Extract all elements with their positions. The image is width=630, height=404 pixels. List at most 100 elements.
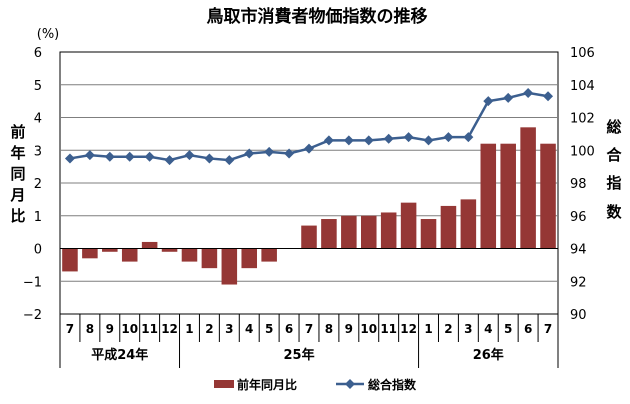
legend-bar-label: 前年同月比 <box>237 377 297 392</box>
right-tick-label: 102 <box>570 112 595 127</box>
index-point <box>64 153 75 164</box>
bar <box>400 202 417 249</box>
index-point <box>383 133 394 144</box>
bar <box>181 248 198 262</box>
left-tick-label: 4 <box>34 112 42 127</box>
category-label: 12 <box>161 322 178 336</box>
right-axis-label-char: 数 <box>606 203 622 221</box>
bar <box>301 225 317 249</box>
bar <box>440 205 457 249</box>
category-label: 1 <box>185 322 193 336</box>
index-point <box>503 92 514 103</box>
bar <box>141 241 158 249</box>
bar <box>540 143 556 249</box>
bar <box>380 212 397 249</box>
index-point <box>204 153 215 164</box>
left-tick-label: 2 <box>34 177 42 192</box>
index-point <box>264 146 275 157</box>
category-label: 12 <box>400 322 417 336</box>
left-tick-label: −1 <box>23 275 42 290</box>
year-label: 平成24年 <box>91 347 148 363</box>
category-label: 2 <box>444 322 452 336</box>
index-point <box>124 151 135 162</box>
index-point <box>104 151 115 162</box>
category-label: 7 <box>66 322 74 336</box>
left-tick-label: 3 <box>34 144 42 159</box>
left-axis-unit: (%) <box>37 27 60 42</box>
bar <box>121 248 138 262</box>
index-point <box>184 150 195 161</box>
bar <box>102 248 118 252</box>
category-label: 10 <box>360 322 377 336</box>
tick-labels: −2−101234569092949698100102104106前年同月比総合… <box>9 46 622 363</box>
category-label: 9 <box>345 322 353 336</box>
right-tick-label: 98 <box>570 177 587 192</box>
right-tick-label: 92 <box>570 275 587 290</box>
left-tick-label: 6 <box>34 46 42 61</box>
left-axis-label-char: 同 <box>10 165 25 183</box>
category-label: 3 <box>225 322 233 336</box>
right-axis-label-char: 総 <box>606 118 621 136</box>
left-tick-label: −2 <box>23 308 42 323</box>
legend-bar-swatch <box>214 380 234 388</box>
bar-series <box>62 127 556 285</box>
bar <box>241 248 258 269</box>
category-label: 2 <box>205 322 213 336</box>
right-axis-label-char: 合 <box>605 146 622 164</box>
bar <box>82 248 98 259</box>
bar <box>261 248 277 262</box>
category-label: 6 <box>285 322 293 336</box>
bar <box>341 215 357 249</box>
category-label: 5 <box>504 322 512 336</box>
category-label: 4 <box>245 322 253 336</box>
bar <box>221 248 238 285</box>
category-label: 7 <box>305 322 313 336</box>
legend: 前年同月比 総合指数 <box>214 377 417 392</box>
category-label: 4 <box>484 322 492 336</box>
year-label: 25年 <box>283 347 314 363</box>
index-point <box>84 150 95 161</box>
category-label: 10 <box>121 322 138 336</box>
index-point <box>403 132 414 143</box>
index-point <box>323 135 334 146</box>
category-label: 9 <box>106 322 114 336</box>
left-axis-label-char: 年 <box>10 144 25 162</box>
index-point <box>523 87 534 98</box>
bar <box>520 127 536 249</box>
right-tick-label: 90 <box>570 308 587 323</box>
category-label: 11 <box>141 322 158 336</box>
left-axis-label-char: 比 <box>10 207 25 225</box>
right-axis-label-char: 指 <box>606 174 621 192</box>
category-label: 6 <box>524 322 532 336</box>
bar <box>460 199 477 249</box>
bar <box>420 219 437 249</box>
category-label: 1 <box>424 322 432 336</box>
category-label: 8 <box>86 322 94 336</box>
index-point <box>483 96 494 107</box>
gridlines <box>59 51 559 315</box>
axes <box>59 248 559 368</box>
bar <box>62 248 78 272</box>
category-label: 7 <box>544 322 552 336</box>
right-tick-label: 94 <box>570 243 587 258</box>
right-tick-label: 104 <box>570 79 595 94</box>
bar <box>360 215 377 249</box>
left-tick-label: 5 <box>34 79 42 94</box>
index-point <box>463 132 474 143</box>
left-tick-label: 0 <box>34 243 42 258</box>
index-point <box>423 135 434 146</box>
bar <box>161 248 178 252</box>
category-label: 8 <box>325 322 333 336</box>
legend-line-label: 総合指数 <box>368 377 417 392</box>
right-tick-label: 100 <box>570 144 595 159</box>
right-tick-label: 106 <box>570 46 595 61</box>
index-point <box>443 132 454 143</box>
line-series <box>64 87 554 166</box>
index-point <box>363 135 374 146</box>
index-point <box>543 91 554 102</box>
bar <box>500 143 516 249</box>
right-tick-label: 96 <box>570 210 587 225</box>
left-axis-label-char: 月 <box>9 186 25 204</box>
